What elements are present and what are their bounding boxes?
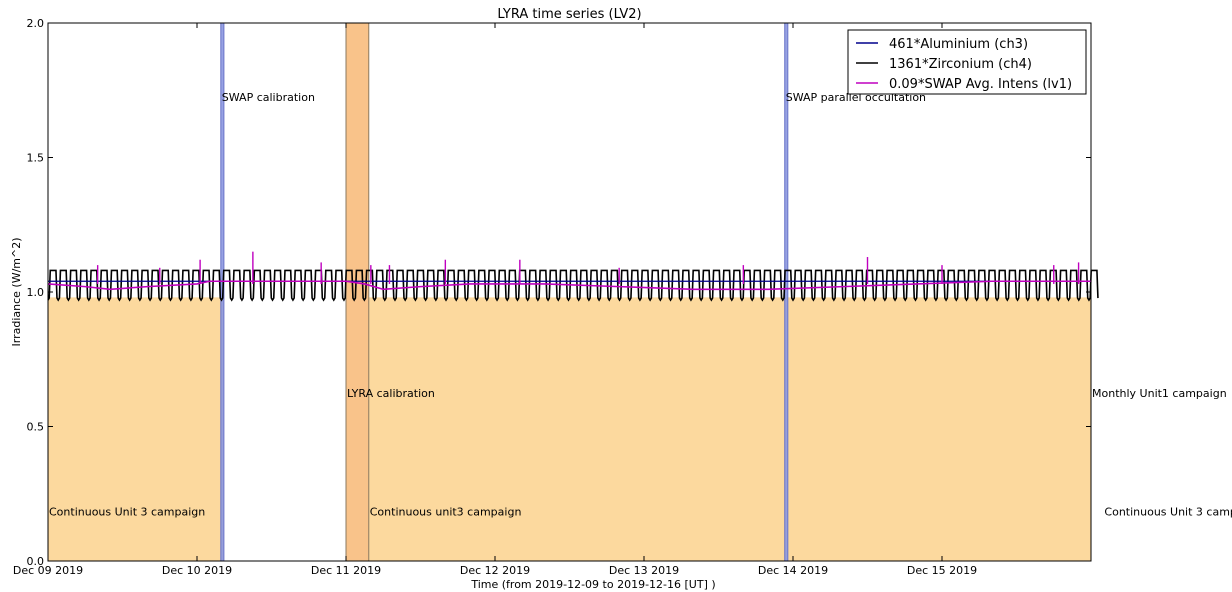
chart-title: LYRA time series (LV2) [497, 7, 641, 22]
x-tick-label: Dec 12 2019 [460, 564, 530, 577]
x-tick-label: Dec 14 2019 [758, 564, 828, 577]
annotation-label-layer: SWAP calibration SWAP parallel occultatio… [49, 91, 1232, 518]
annotation-label: Continuous unit3 campaign [370, 505, 522, 518]
series-layer [47, 251, 1099, 302]
y-tick-label: 0.0 [27, 555, 45, 568]
annotation-label: SWAP calibration [222, 91, 315, 104]
annotation-layer [48, 22, 1091, 562]
annotation-label: Continuous Unit 3 campaign [49, 505, 205, 518]
series-line-zirconium [47, 269, 1099, 302]
x-axis-title: Time (from 2019-12-09 to 2019-12-16 [UT]… [470, 578, 715, 591]
y-tick-label: 2.0 [27, 17, 45, 30]
annotation-region [368, 297, 1091, 561]
y-tick-label: 1.0 [27, 286, 45, 299]
annotation-label: LYRA calibration [347, 387, 435, 400]
annotation-region [48, 297, 224, 561]
legend-label: 461*Aluminium (ch3) [889, 37, 1028, 52]
axes-layer: Dec 09 2019 Dec 10 2019 Dec 11 2019 Dec 12 … [13, 17, 1091, 577]
annotation-label: Monthly Unit1 campaign [1092, 387, 1227, 400]
x-tick-label: Dec 13 2019 [609, 564, 679, 577]
legend-label: 1361*Zirconium (ch4) [889, 57, 1032, 72]
legend-label: 0.09*SWAP Avg. Intens (lv1) [889, 77, 1072, 92]
x-tick-label: Dec 15 2019 [907, 564, 977, 577]
y-axis-title: Irradiance (W/m^2) [10, 238, 23, 347]
annotation-label: Continuous Unit 3 campaign [1104, 505, 1232, 518]
legend-box [847, 29, 1087, 95]
x-tick-label: Dec 11 2019 [311, 564, 381, 577]
x-tick-label: Dec 09 2019 [13, 564, 83, 577]
legend: 461*Aluminium (ch3) 1361*Zirconium (ch4) 0… [847, 29, 1087, 95]
x-tick-label: Dec 10 2019 [162, 564, 232, 577]
series-line-swap [47, 280, 1091, 291]
y-tick-label: 0.5 [27, 421, 45, 434]
y-tick-label: 1.5 [27, 152, 45, 165]
